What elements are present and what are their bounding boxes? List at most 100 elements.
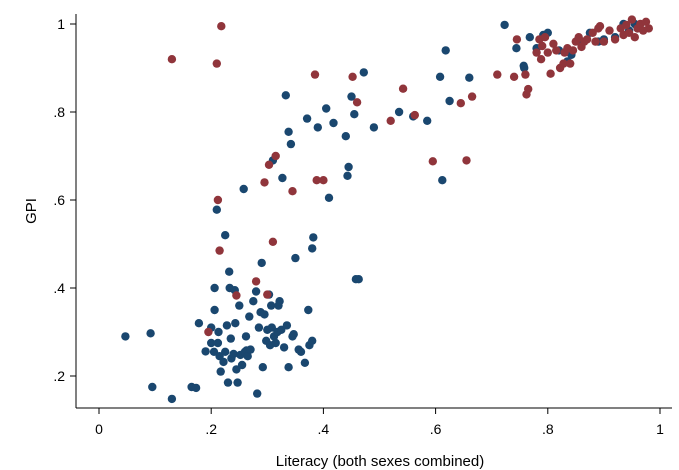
data-point xyxy=(622,20,631,30)
data-point xyxy=(456,99,465,108)
x-tick-label: .2 xyxy=(205,421,217,437)
data-point xyxy=(641,17,651,26)
y-tick-label: 1 xyxy=(57,16,65,32)
data-point xyxy=(512,35,522,44)
data-point xyxy=(610,35,620,44)
data-point xyxy=(249,297,258,306)
data-point xyxy=(271,151,280,161)
x-tick-label: .8 xyxy=(542,421,554,437)
data-point xyxy=(260,178,269,187)
x-tick-label: .4 xyxy=(318,421,330,437)
data-point xyxy=(520,63,529,73)
data-point xyxy=(369,123,379,132)
data-point xyxy=(347,92,356,101)
data-point xyxy=(538,41,547,51)
data-point xyxy=(275,297,284,306)
data-point xyxy=(267,301,276,310)
data-point xyxy=(281,91,290,100)
data-point xyxy=(344,162,353,172)
x-tick-label: 0 xyxy=(95,421,103,437)
data-point xyxy=(264,160,274,169)
data-point xyxy=(210,283,219,293)
data-point xyxy=(359,68,368,77)
data-point xyxy=(235,301,244,310)
data-point xyxy=(300,358,310,367)
data-point xyxy=(229,349,238,359)
data-point xyxy=(465,73,474,82)
data-point xyxy=(630,33,639,42)
data-point xyxy=(605,26,614,35)
data-point xyxy=(231,319,240,328)
data-point xyxy=(309,233,318,242)
points-layer xyxy=(121,15,653,404)
data-point xyxy=(237,360,247,370)
data-point xyxy=(284,363,293,372)
y-axis-title: GPI xyxy=(23,198,40,224)
data-point xyxy=(258,363,267,372)
data-point xyxy=(212,59,221,68)
data-point xyxy=(268,237,278,246)
data-point xyxy=(251,287,261,296)
y-tick-label: .2 xyxy=(53,368,65,384)
data-point xyxy=(354,275,363,284)
data-point xyxy=(263,290,272,299)
data-point xyxy=(243,352,252,361)
data-point xyxy=(217,22,226,31)
data-point xyxy=(410,110,419,120)
data-point xyxy=(341,132,350,141)
data-point xyxy=(213,195,223,205)
data-point xyxy=(324,193,334,202)
data-point xyxy=(191,383,201,393)
data-point xyxy=(215,246,224,255)
data-point xyxy=(212,205,221,214)
data-point xyxy=(201,347,210,356)
data-point xyxy=(352,98,362,107)
data-point xyxy=(595,22,605,31)
data-point xyxy=(559,59,568,68)
data-point xyxy=(445,96,454,106)
data-point xyxy=(343,171,352,180)
data-point xyxy=(194,319,204,328)
data-point xyxy=(213,338,223,348)
data-point xyxy=(167,55,177,64)
data-point xyxy=(500,20,509,30)
data-point xyxy=(627,15,637,24)
data-point xyxy=(121,332,130,341)
y-tick-label: .6 xyxy=(53,192,65,208)
data-point xyxy=(308,244,317,253)
data-point xyxy=(549,39,558,48)
data-point xyxy=(322,104,331,113)
x-tick-label: 1 xyxy=(656,421,664,437)
data-point xyxy=(246,345,255,354)
data-point xyxy=(435,72,445,82)
data-point xyxy=(226,334,235,343)
data-point xyxy=(146,329,155,338)
data-point xyxy=(221,347,230,356)
data-point xyxy=(254,323,264,332)
data-point xyxy=(310,70,320,79)
data-point xyxy=(219,357,228,367)
data-point xyxy=(286,139,296,149)
data-point xyxy=(350,110,359,119)
data-point xyxy=(233,378,242,387)
data-point xyxy=(329,118,338,128)
data-point xyxy=(296,347,306,356)
data-point xyxy=(568,46,578,55)
data-point xyxy=(386,116,395,126)
data-point xyxy=(278,173,287,183)
data-point xyxy=(308,336,317,345)
x-axis-title: Literacy (both sexes combined) xyxy=(276,453,484,470)
data-point xyxy=(207,338,216,348)
data-point xyxy=(282,321,292,330)
data-point xyxy=(509,72,519,82)
data-point xyxy=(543,48,552,57)
data-point xyxy=(312,176,321,185)
data-point xyxy=(493,70,502,79)
data-point xyxy=(644,24,653,33)
data-point xyxy=(599,37,609,46)
y-axis-ticks: .2 .4 .6 .8 1 xyxy=(53,16,76,384)
data-point xyxy=(225,267,234,276)
data-point xyxy=(223,378,233,387)
data-point xyxy=(214,327,223,337)
